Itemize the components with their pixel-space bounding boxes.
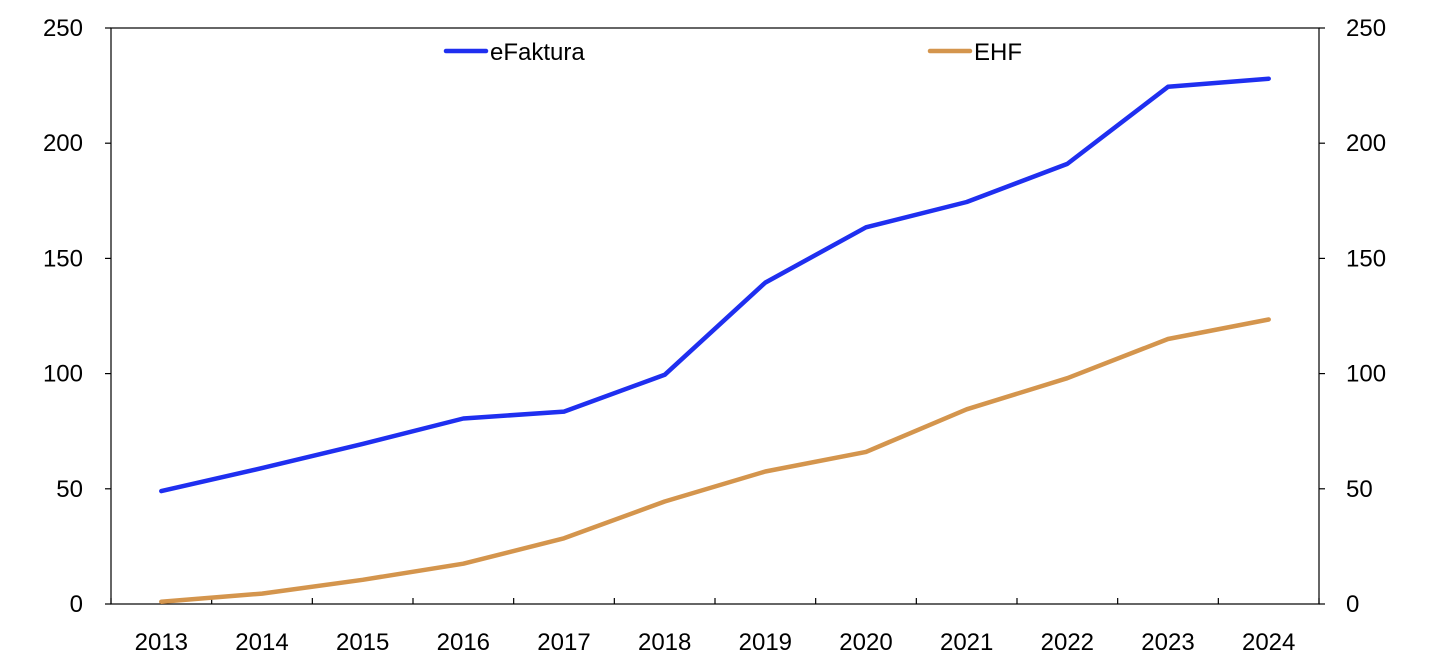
- left-axis-ticks: 0 50 100 150 200 250: [43, 15, 111, 618]
- legend-label: EHF: [974, 39, 1022, 66]
- right-axis-ticks: 0 50 100 150 200 250: [1319, 15, 1386, 618]
- y-tick-label: 200: [43, 130, 83, 157]
- x-tick-label: 2014: [235, 629, 288, 656]
- x-tick-label: 2021: [940, 629, 993, 656]
- x-axis-ticks: 2013 2014 2015 2016 2017 2018 2019 2020 2021 2022…: [110, 598, 1320, 656]
- y2-tick-label: 100: [1346, 361, 1386, 388]
- x-tick-label: 2018: [638, 629, 691, 656]
- x-tick-label: 2015: [336, 629, 389, 656]
- y-tick-label: 0: [70, 591, 83, 618]
- legend-label: eFaktura: [490, 39, 585, 66]
- y-tick-label: 50: [56, 476, 83, 503]
- legend: eFaktura EHF: [443, 39, 1022, 66]
- x-tick-label: 2017: [537, 629, 590, 656]
- series-layer: [159, 76, 1271, 604]
- y2-tick-label: 50: [1346, 476, 1373, 503]
- x-tick-label: 2020: [839, 629, 892, 656]
- y2-tick-label: 200: [1346, 130, 1386, 157]
- plot-area-frame: [110, 27, 1320, 605]
- series-line-ehf: [159, 317, 1271, 604]
- y2-tick-label: 150: [1346, 245, 1386, 272]
- y2-tick-label: 250: [1346, 15, 1386, 42]
- x-tick-label: 2019: [739, 629, 792, 656]
- x-tick-label: 2016: [437, 629, 490, 656]
- x-tick-label: 2022: [1041, 629, 1094, 656]
- x-tick-label: 2024: [1242, 629, 1295, 656]
- series-line-efaktura: [159, 76, 1271, 494]
- y-tick-label: 100: [43, 361, 83, 388]
- y-tick-label: 150: [43, 245, 83, 272]
- x-tick-label: 2013: [135, 629, 188, 656]
- y2-tick-label: 0: [1346, 591, 1359, 618]
- x-tick-label: 2023: [1141, 629, 1194, 656]
- y-tick-label: 250: [43, 15, 83, 42]
